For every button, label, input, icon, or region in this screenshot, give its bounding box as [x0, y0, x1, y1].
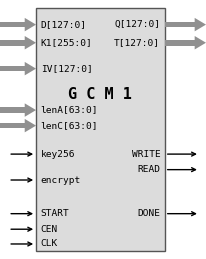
- Text: T[127:0]: T[127:0]: [114, 38, 160, 47]
- Text: lenA[63:0]: lenA[63:0]: [41, 106, 98, 114]
- Text: DONE: DONE: [137, 209, 160, 218]
- Text: encrypt: encrypt: [41, 176, 81, 184]
- Text: D[127:0]: D[127:0]: [41, 20, 87, 29]
- Bar: [36, 8, 165, 251]
- Polygon shape: [195, 36, 206, 49]
- Polygon shape: [25, 18, 36, 31]
- Polygon shape: [25, 36, 36, 49]
- Bar: [0, 107, 25, 113]
- Polygon shape: [25, 62, 36, 75]
- Bar: [165, 40, 195, 46]
- Text: key256: key256: [41, 150, 75, 159]
- Text: Q[127:0]: Q[127:0]: [114, 20, 160, 29]
- Polygon shape: [195, 18, 206, 31]
- Polygon shape: [25, 103, 36, 117]
- Text: IV[127:0]: IV[127:0]: [41, 64, 92, 73]
- Text: START: START: [41, 209, 69, 218]
- Text: CEN: CEN: [41, 225, 58, 234]
- Text: WRITE: WRITE: [131, 150, 160, 159]
- Text: K1[255:0]: K1[255:0]: [41, 38, 92, 47]
- Bar: [0, 40, 25, 46]
- Text: lenC[63:0]: lenC[63:0]: [41, 121, 98, 130]
- Bar: [0, 22, 25, 27]
- Bar: [0, 123, 25, 128]
- Bar: [165, 22, 195, 27]
- Polygon shape: [25, 119, 36, 132]
- Text: G C M 1: G C M 1: [68, 87, 132, 102]
- Text: CLK: CLK: [41, 240, 58, 248]
- Text: READ: READ: [137, 165, 160, 174]
- Bar: [0, 66, 25, 71]
